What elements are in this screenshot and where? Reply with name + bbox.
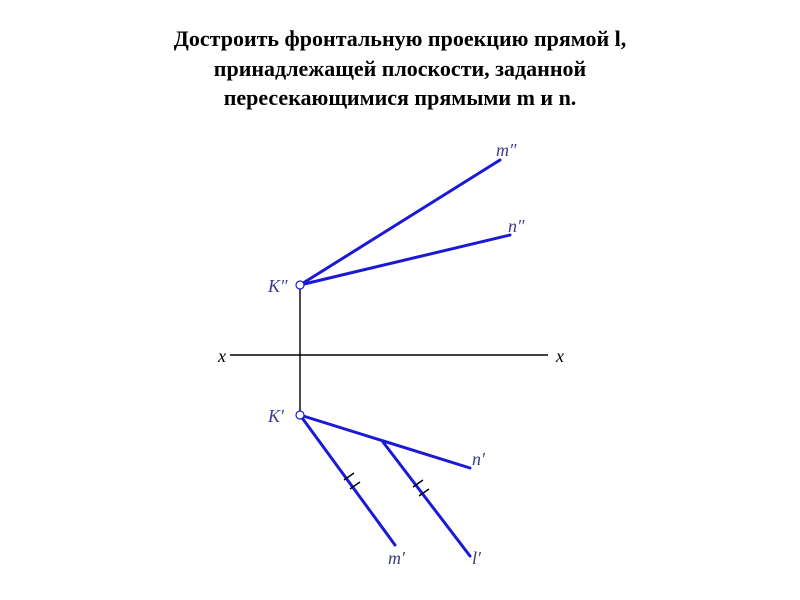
line-n2 [300, 235, 510, 285]
axis-label-right: x [555, 346, 564, 366]
line-l1 [383, 442, 470, 556]
label-k2: K″ [267, 276, 288, 296]
axis-label-left: x [217, 346, 226, 366]
line-m2 [300, 160, 500, 285]
point-k1 [296, 411, 304, 419]
label-m1: m′ [388, 548, 406, 568]
label-l1: l′ [472, 548, 482, 568]
page: Достроить фронтальную проекцию прямой l,… [0, 0, 800, 600]
title-line-1: Достроить фронтальную проекцию прямой l, [0, 24, 800, 54]
point-k2 [296, 281, 304, 289]
line-m1 [300, 415, 395, 545]
label-n2: n″ [508, 216, 525, 236]
title-line-2: принадлежащей плоскости, заданной [0, 54, 800, 84]
title-line-3: пересекающимися прямыми m и n. [0, 83, 800, 113]
line-n1 [300, 415, 470, 468]
label-k1: K′ [267, 406, 285, 426]
label-n1: n′ [472, 449, 486, 469]
label-m2: m″ [496, 140, 517, 160]
problem-title: Достроить фронтальную проекцию прямой l,… [0, 24, 800, 113]
